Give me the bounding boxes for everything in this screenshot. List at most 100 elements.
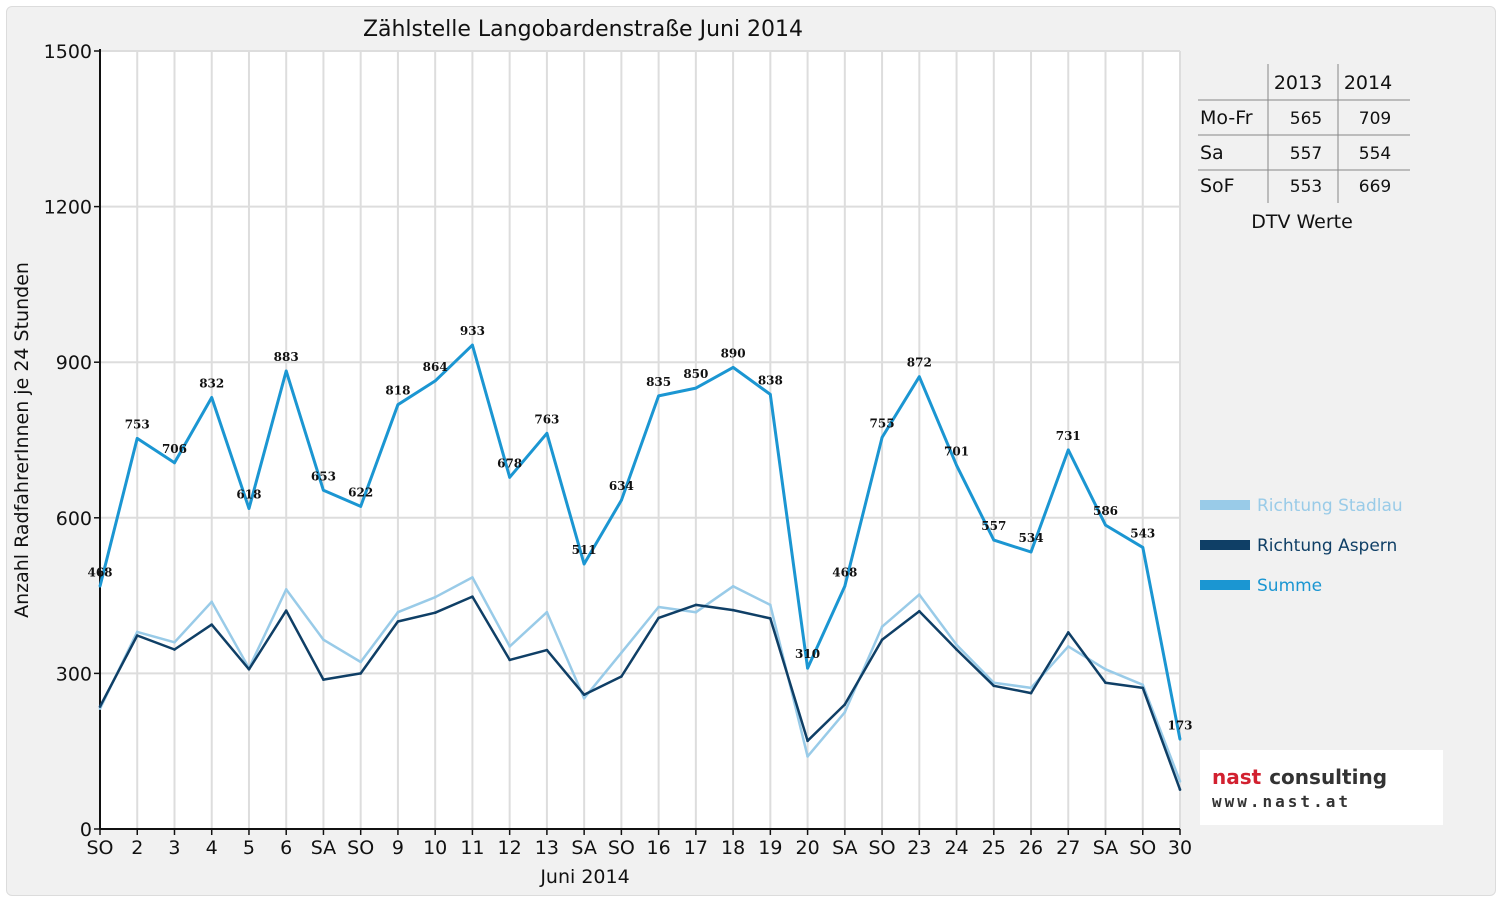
x-tick-label: 25 bbox=[982, 837, 1006, 859]
x-tick-label: 17 bbox=[684, 837, 708, 859]
y-tick-label: 1200 bbox=[44, 197, 92, 219]
dtv-cell: 669 bbox=[1359, 177, 1391, 197]
data-point-richtung-aspern bbox=[396, 620, 400, 623]
data-point-richtung-stadlau bbox=[880, 625, 884, 629]
data-label: 763 bbox=[534, 412, 559, 426]
legend-swatch-aspern bbox=[1200, 540, 1250, 550]
data-point-summe bbox=[992, 538, 996, 542]
data-point-summe bbox=[247, 507, 251, 510]
dtv-cell: 709 bbox=[1359, 109, 1391, 129]
data-point-richtung-aspern bbox=[843, 703, 847, 706]
data-point-summe bbox=[135, 437, 139, 440]
data-point-summe bbox=[98, 584, 102, 588]
data-label: 622 bbox=[348, 485, 373, 499]
dtv-row-label: Sa bbox=[1200, 142, 1224, 164]
data-point-summe bbox=[1178, 737, 1182, 741]
data-label: 534 bbox=[1019, 531, 1044, 545]
data-label: 706 bbox=[162, 442, 187, 456]
data-point-richtung-stadlau bbox=[1141, 683, 1145, 687]
data-point-richtung-stadlau bbox=[1029, 686, 1033, 690]
data-point-richtung-stadlau bbox=[806, 755, 809, 758]
data-point-summe bbox=[731, 366, 735, 369]
data-label: 468 bbox=[832, 565, 857, 579]
data-label: 310 bbox=[795, 647, 820, 661]
data-point-richtung-aspern bbox=[1104, 681, 1107, 685]
data-point-summe bbox=[471, 343, 474, 347]
grid bbox=[100, 50, 1181, 829]
x-tick-label: 2 bbox=[131, 837, 143, 859]
data-point-richtung-aspern bbox=[284, 609, 288, 612]
x-tick-label: 4 bbox=[206, 837, 218, 859]
x-tick-label: 26 bbox=[1019, 837, 1043, 859]
data-label: 850 bbox=[683, 367, 708, 381]
dtv-table: 2013 2014 Mo-Fr 565 709 Sa 557 554 SoF 5… bbox=[1198, 64, 1410, 233]
data-point-summe bbox=[508, 476, 511, 479]
dtv-cell: 553 bbox=[1290, 177, 1322, 197]
data-point-richtung-aspern bbox=[1066, 631, 1070, 634]
data-point-richtung-stadlau bbox=[284, 588, 288, 591]
data-label: 832 bbox=[199, 376, 224, 390]
data-point-summe bbox=[620, 498, 623, 502]
x-tick-label: 9 bbox=[392, 837, 404, 859]
data-label: 890 bbox=[721, 346, 746, 360]
data-point-richtung-stadlau bbox=[545, 610, 549, 614]
logo-text: nast consulting bbox=[1212, 765, 1387, 789]
plot-area bbox=[100, 51, 1180, 829]
data-point-summe bbox=[694, 386, 698, 390]
x-axis-ticks: SO 2 3 4 5 6 SA SO 9 10 11 12 13 SA SO 16 17 18 19 20 SA SO 23… bbox=[86, 837, 1192, 859]
data-point-richtung-aspern bbox=[1029, 691, 1033, 695]
dtv-header-2014: 2014 bbox=[1344, 72, 1392, 94]
logo-word-consulting: consulting bbox=[1269, 765, 1387, 789]
data-label: 872 bbox=[907, 356, 932, 370]
logo-background bbox=[1200, 750, 1443, 825]
legend-swatch-stadlau bbox=[1200, 500, 1250, 510]
x-tick-label: 27 bbox=[1056, 837, 1080, 859]
data-point-summe bbox=[322, 489, 325, 492]
series-line-summe bbox=[98, 343, 1182, 740]
legend: Richtung Stadlau Richtung Aspern Summe bbox=[1200, 496, 1403, 596]
data-point-richtung-stadlau bbox=[135, 630, 139, 634]
x-tick-label: 12 bbox=[498, 837, 522, 859]
dtv-header-2013: 2013 bbox=[1274, 72, 1322, 94]
data-label: 755 bbox=[870, 416, 895, 430]
chart-title: Zählstelle Langobardenstraße Juni 2014 bbox=[363, 17, 803, 42]
x-tick-label: 13 bbox=[535, 837, 559, 859]
data-point-richtung-aspern bbox=[620, 675, 623, 678]
y-tick-label: 300 bbox=[56, 663, 92, 685]
series-line-richtung-stadlau bbox=[98, 576, 1182, 782]
data-point-richtung-stadlau bbox=[173, 640, 176, 644]
data-point-summe bbox=[1104, 523, 1107, 527]
data-point-richtung-stadlau bbox=[1178, 779, 1182, 783]
series-line-richtung-aspern bbox=[98, 595, 1182, 791]
data-point-richtung-stadlau bbox=[1066, 645, 1070, 648]
data-point-summe bbox=[359, 505, 362, 508]
data-point-richtung-aspern bbox=[247, 667, 251, 671]
data-point-richtung-stadlau bbox=[769, 603, 772, 607]
dtv-row-label: Mo-Fr bbox=[1200, 107, 1253, 129]
x-tick-label: SO bbox=[869, 837, 896, 859]
x-tick-label: 6 bbox=[280, 837, 292, 859]
data-point-richtung-aspern bbox=[880, 638, 884, 641]
y-axis-ticks: 0 300 600 900 1200 1500 bbox=[44, 41, 92, 841]
x-tick-label: 23 bbox=[907, 837, 931, 859]
data-point-summe bbox=[657, 394, 660, 398]
data-point-richtung-stadlau bbox=[1104, 667, 1107, 671]
x-tick-label: SA bbox=[832, 837, 857, 859]
x-tick-label: 5 bbox=[243, 837, 255, 859]
data-point-richtung-stadlau bbox=[955, 643, 958, 647]
x-tick-label: 24 bbox=[944, 837, 968, 859]
dtv-row-label: SoF bbox=[1200, 175, 1235, 197]
data-point-richtung-stadlau bbox=[471, 576, 474, 579]
dtv-cell: 565 bbox=[1290, 109, 1322, 129]
data-point-richtung-stadlau bbox=[508, 645, 511, 648]
data-label: 586 bbox=[1093, 504, 1118, 518]
data-point-richtung-stadlau bbox=[359, 660, 362, 664]
data-label: 618 bbox=[236, 487, 261, 501]
data-point-summe bbox=[396, 403, 400, 407]
data-point-summe bbox=[284, 369, 288, 373]
x-tick-label: SA bbox=[311, 837, 336, 859]
axes bbox=[94, 49, 1181, 835]
data-label: 653 bbox=[311, 469, 336, 483]
data-point-summe bbox=[433, 379, 437, 383]
x-tick-label: SO bbox=[1129, 837, 1156, 859]
